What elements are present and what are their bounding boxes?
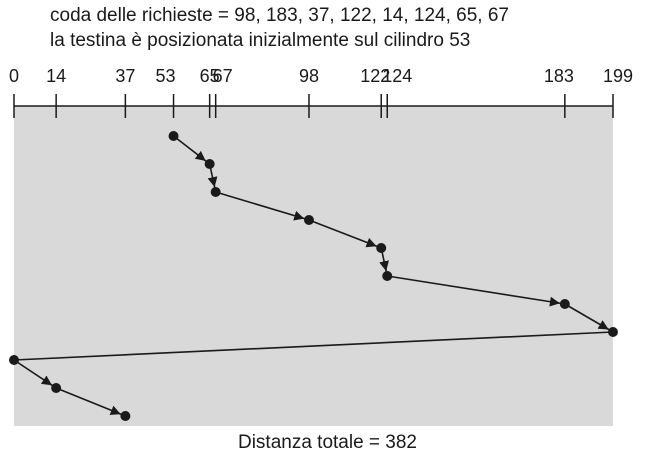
tick-label: 124 [382,66,412,86]
tick-label: 122 [360,66,390,86]
tick-label: 65 [200,66,220,86]
request-point [9,355,19,365]
tick-label: 98 [299,66,319,86]
head-movement-path [9,131,618,421]
request-point [559,299,570,309]
request-point [608,327,618,337]
tick-label: 67 [213,66,233,86]
path-segment [387,275,565,305]
request-point [168,131,179,141]
request-point [210,187,221,197]
path-arrow [597,320,609,330]
tick-label: 199 [603,66,633,86]
request-point [204,159,215,169]
path-arrow [109,405,121,416]
request-point [303,215,314,225]
path-arrow [293,210,305,221]
tick-label: 183 [544,66,574,86]
tick-label: 14 [46,66,66,86]
request-point [51,383,62,393]
request-queue-caption: coda delle richieste = 98, 183, 37, 122,… [50,5,509,26]
path-arrow [194,150,206,161]
tick-label: 37 [115,66,135,86]
request-point [382,271,393,281]
tick-label: 53 [156,66,176,86]
track-panel [14,106,613,426]
tick-label: 0 [9,66,19,86]
total-distance-label: Distanza totale = 382 [237,432,418,453]
request-point [376,243,387,253]
request-point [120,411,131,421]
path-arrow [365,237,377,248]
path-arrow [40,375,52,386]
head-start-caption: la testina è posizionata inizialmente su… [50,30,471,51]
path-segment [13,331,614,361]
